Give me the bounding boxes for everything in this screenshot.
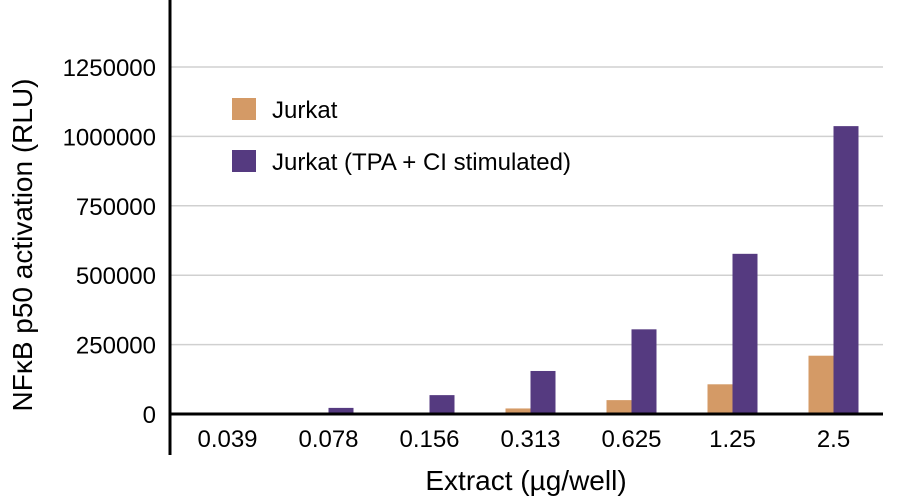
bar-jurkat-stimulated-6 [833,126,859,415]
x-tick-label: 0.156 [399,426,459,453]
legend-swatch-1 [232,150,256,172]
y-tick-label: 250000 [76,333,156,360]
x-tick-labels: 0.039 0.078 0.156 0.313 0.625 1.25 2.5 [197,426,850,453]
y-tick-label: 1000000 [63,124,156,151]
bar-jurkat-stimulated-2 [429,395,455,414]
bar-jurkat-3 [505,408,531,414]
x-tick-label: 0.313 [500,426,560,453]
x-axis-title: Extract (µg/well) [425,465,626,496]
bar-jurkat-stimulated-1 [328,407,354,414]
x-tick-label: 2.5 [817,426,850,453]
y-tick-label: 0 [143,402,156,429]
y-tick-label: 500000 [76,263,156,290]
legend-swatch-0 [232,98,256,120]
y-axis-title: NFκB p50 activation (RLU) [7,78,38,411]
x-tick-label: 1.25 [709,426,756,453]
bar-jurkat-5 [707,384,733,414]
bars [328,126,859,415]
bar-jurkat-stimulated-4 [631,329,657,414]
y-tick-labels: 0 250000 500000 750000 1000000 1250000 [63,55,156,429]
x-tick-label: 0.625 [601,426,661,453]
x-tick-label: 0.039 [197,426,257,453]
legend-label-0: Jurkat [272,97,338,124]
legend: Jurkat Jurkat (TPA + CI stimulated) [232,97,571,176]
gridlines [170,66,883,346]
x-tick-label: 0.078 [298,426,358,453]
y-tick-label: 1250000 [63,55,156,82]
bar-jurkat-4 [606,400,632,414]
y-tick-label: 750000 [76,194,156,221]
bar-jurkat-stimulated-3 [530,370,556,414]
bar-jurkat-stimulated-5 [732,253,758,414]
legend-label-1: Jurkat (TPA + CI stimulated) [272,149,571,176]
bar-jurkat-6 [808,355,834,414]
